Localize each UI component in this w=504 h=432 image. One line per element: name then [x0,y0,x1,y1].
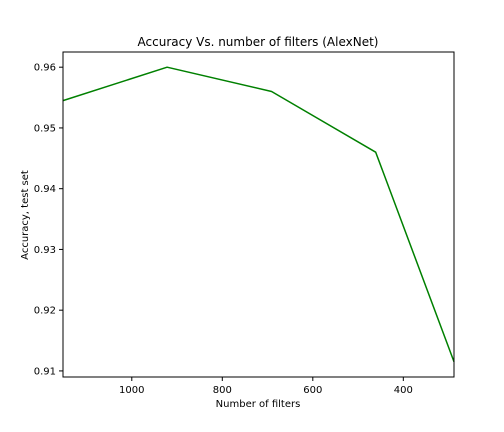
plot-area [62,66,455,363]
x-tick-label: 800 [213,385,232,396]
y-axis: 0.91 0.92 0.93 0.94 0.95 0.96 [34,63,63,377]
y-tick-label: 0.93 [34,245,56,256]
x-axis-label: Number of filters [216,399,301,410]
plot-frame [62,51,455,378]
series-line [62,66,455,363]
y-tick-label: 0.96 [34,63,56,74]
x-tick-label: 600 [303,385,322,396]
y-tick-label: 0.95 [34,123,56,134]
x-tick-label: 1000 [119,385,144,396]
y-axis-label: Accuracy, test set [20,170,31,260]
x-tick-label: 400 [394,385,413,396]
chart-title: Accuracy Vs. number of filters (AlexNet) [138,35,379,49]
y-tick-label: 0.91 [34,366,56,377]
x-axis: 1000 800 600 400 [119,377,413,396]
y-tick-label: 0.92 [34,306,56,317]
y-tick-label: 0.94 [34,184,56,195]
